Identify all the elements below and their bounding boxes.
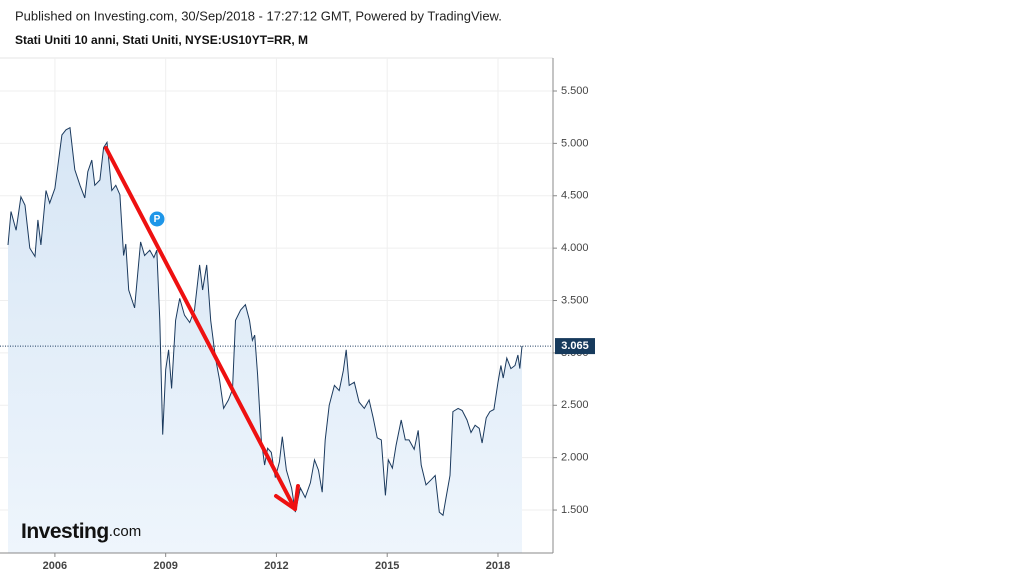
y-tick-label: 5.500 — [561, 85, 589, 97]
published-note: Published on Investing.com, 30/Sep/2018 … — [15, 8, 502, 23]
marker-badge[interactable] — [149, 211, 165, 227]
y-tick-label: 1.500 — [561, 504, 589, 516]
area — [8, 127, 522, 553]
logo-suffix: .com — [109, 523, 142, 540]
x-tick-label: 2006 — [43, 560, 67, 572]
logo: Investing.com — [21, 520, 141, 543]
x-tick-label: 2018 — [486, 560, 510, 572]
annotation-arrow — [104, 146, 300, 511]
logo-name: Investing — [21, 520, 109, 543]
x-tick-label: 2009 — [153, 560, 177, 572]
y-tick-label: 4.000 — [561, 242, 589, 254]
y-tick-label: 2.000 — [561, 452, 589, 464]
y-tick-label: 5.000 — [561, 137, 589, 149]
y-tick-label: 3.500 — [561, 294, 589, 306]
y-tick-label: 2.500 — [561, 399, 589, 411]
x-tick-label: 2015 — [375, 560, 399, 572]
last-price-label: 3.065 — [561, 340, 589, 352]
last-price-box — [555, 338, 595, 355]
y-tick-label: 4.500 — [561, 190, 589, 202]
chart-title: Stati Uniti 10 anni, Stati Uniti, NYSE:U… — [15, 33, 308, 47]
marker-label[interactable]: P — [154, 214, 161, 225]
x-tick-label: 2012 — [264, 560, 288, 572]
line — [7, 126, 523, 517]
